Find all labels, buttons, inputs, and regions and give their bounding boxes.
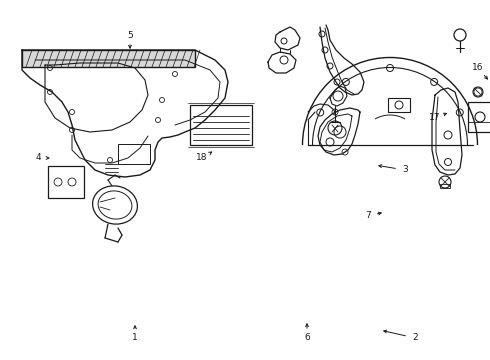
Bar [190,105,252,145]
Text: 17: 17 [429,113,441,122]
Text: 5: 5 [127,31,133,40]
Text: 7: 7 [365,211,371,220]
Bar [22,50,195,67]
Bar [388,98,410,112]
Bar [118,144,150,164]
Text: 6: 6 [304,333,310,342]
Text: 18: 18 [196,153,208,162]
Text: 4: 4 [35,153,41,162]
Bar [440,184,450,188]
Bar [48,166,84,198]
Text: 16: 16 [472,63,484,72]
Text: 2: 2 [412,333,418,342]
Text: 1: 1 [132,333,138,342]
Bar [468,102,490,132]
Text: 3: 3 [402,166,408,175]
